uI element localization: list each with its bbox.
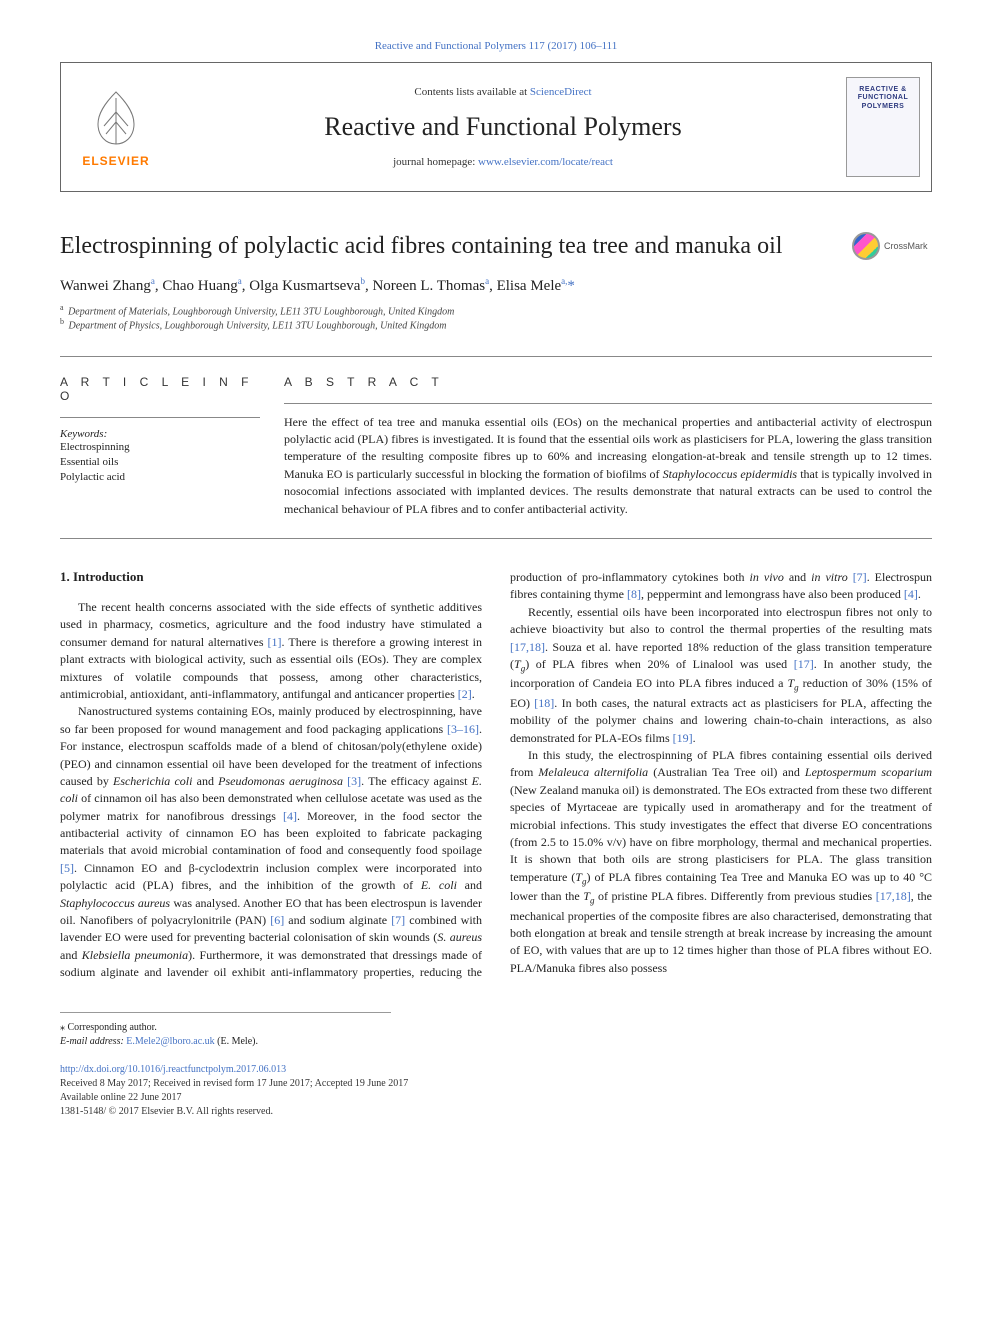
abstract-heading: A B S T R A C T — [284, 375, 932, 389]
body-two-column: 1. Introduction The recent health concer… — [60, 569, 932, 982]
email-line: E-mail address: E.Mele2@lboro.ac.uk (E. … — [60, 1035, 391, 1049]
affiliation-a: a Department of Materials, Loughborough … — [60, 303, 932, 317]
paper-title: Electrospinning of polylactic acid fibre… — [60, 233, 782, 260]
contents-line: Contents lists available at ScienceDirec… — [414, 86, 591, 98]
crossmark-label: CrossMark — [884, 241, 928, 251]
article-info-col: A R T I C L E I N F O Keywords: Electros… — [60, 375, 260, 518]
publisher-wordmark: ELSEVIER — [82, 154, 149, 168]
homepage-line: journal homepage: www.elsevier.com/locat… — [393, 156, 613, 168]
breadcrumb-issue: 117 (2017) 106–111 — [529, 40, 618, 52]
cover-thumb-block: REACTIVE & FUNCTIONAL POLYMERS — [835, 63, 931, 191]
section-heading: 1. Introduction — [60, 569, 482, 585]
crossmark-icon — [852, 232, 880, 260]
journal-header: ELSEVIER Contents lists available at Sci… — [60, 62, 932, 192]
keyword-item: Polylactic acid — [60, 470, 260, 485]
breadcrumb-journal[interactable]: Reactive and Functional Polymers — [375, 40, 526, 52]
abstract-text: Here the effect of tea tree and manuka e… — [284, 414, 932, 518]
affiliations: a Department of Materials, Loughborough … — [60, 303, 932, 332]
corresponding-author: ⁎ Corresponding author. — [60, 1021, 391, 1035]
keywords-list: Electrospinning Essential oils Polylacti… — [60, 440, 260, 486]
footnote-block: ⁎ Corresponding author. E-mail address: … — [60, 1012, 391, 1049]
keyword-item: Electrospinning — [60, 440, 260, 455]
keywords-label: Keywords: — [60, 428, 260, 440]
breadcrumb: Reactive and Functional Polymers 117 (20… — [60, 40, 932, 52]
doi-link[interactable]: http://dx.doi.org/10.1016/j.reactfunctpo… — [60, 1063, 932, 1077]
author-list: Wanwei Zhanga, Chao Huanga, Olga Kusmart… — [60, 276, 932, 295]
abstract-col: A B S T R A C T Here the effect of tea t… — [284, 375, 932, 518]
abstract-rule — [284, 403, 932, 404]
body-paragraph: The recent health concerns associated wi… — [60, 599, 482, 703]
available-line: Available online 22 June 2017 — [60, 1091, 932, 1105]
crossmark-badge[interactable]: CrossMark — [852, 232, 932, 260]
keyword-item: Essential oils — [60, 455, 260, 470]
received-line: Received 8 May 2017; Received in revised… — [60, 1077, 932, 1091]
body-paragraph: In this study, the electrospinning of PL… — [510, 747, 932, 977]
elsevier-tree-icon — [84, 86, 148, 150]
keywords-rule — [60, 417, 260, 418]
journal-cover-thumb: REACTIVE & FUNCTIONAL POLYMERS — [846, 77, 920, 177]
journal-title: Reactive and Functional Polymers — [324, 112, 681, 142]
sciencedirect-link[interactable]: ScienceDirect — [530, 86, 592, 98]
journal-center: Contents lists available at ScienceDirec… — [171, 63, 835, 191]
article-info-heading: A R T I C L E I N F O — [60, 375, 260, 403]
homepage-link[interactable]: www.elsevier.com/locate/react — [478, 156, 613, 168]
publisher-logo-block: ELSEVIER — [61, 63, 171, 191]
corresponding-email[interactable]: E.Mele2@lboro.ac.uk — [126, 1036, 214, 1047]
doi-block: http://dx.doi.org/10.1016/j.reactfunctpo… — [60, 1063, 932, 1119]
copyright-line: 1381-5148/ © 2017 Elsevier B.V. All righ… — [60, 1105, 932, 1119]
affiliation-b: b Department of Physics, Loughborough Un… — [60, 317, 932, 331]
rule-bottom — [60, 538, 932, 539]
body-paragraph: Recently, essential oils have been incor… — [510, 604, 932, 747]
